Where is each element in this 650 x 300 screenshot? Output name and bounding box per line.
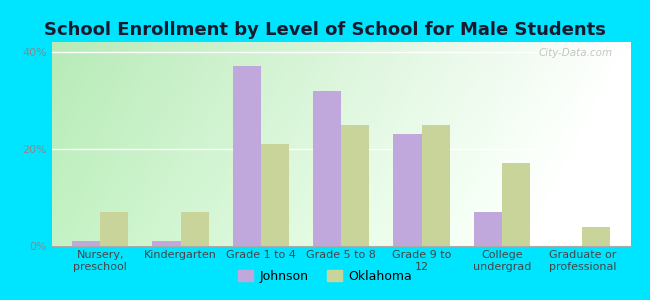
Bar	[233, 66, 261, 246]
Bar	[313, 91, 341, 246]
Text: School Enrollment by Level of School for Male Students: School Enrollment by Level of School for…	[44, 21, 606, 39]
Bar	[393, 134, 422, 246]
Bar	[422, 124, 450, 246]
Bar	[502, 164, 530, 246]
Text: City-Data.com: City-Data.com	[539, 48, 613, 58]
Bar	[100, 212, 128, 246]
Bar	[341, 124, 369, 246]
Bar	[181, 212, 209, 246]
Bar	[153, 241, 181, 246]
Bar	[72, 241, 100, 246]
Legend: Johnson, Oklahoma: Johnson, Oklahoma	[233, 265, 417, 288]
Bar	[474, 212, 502, 246]
Bar	[582, 226, 610, 246]
Bar	[261, 144, 289, 246]
